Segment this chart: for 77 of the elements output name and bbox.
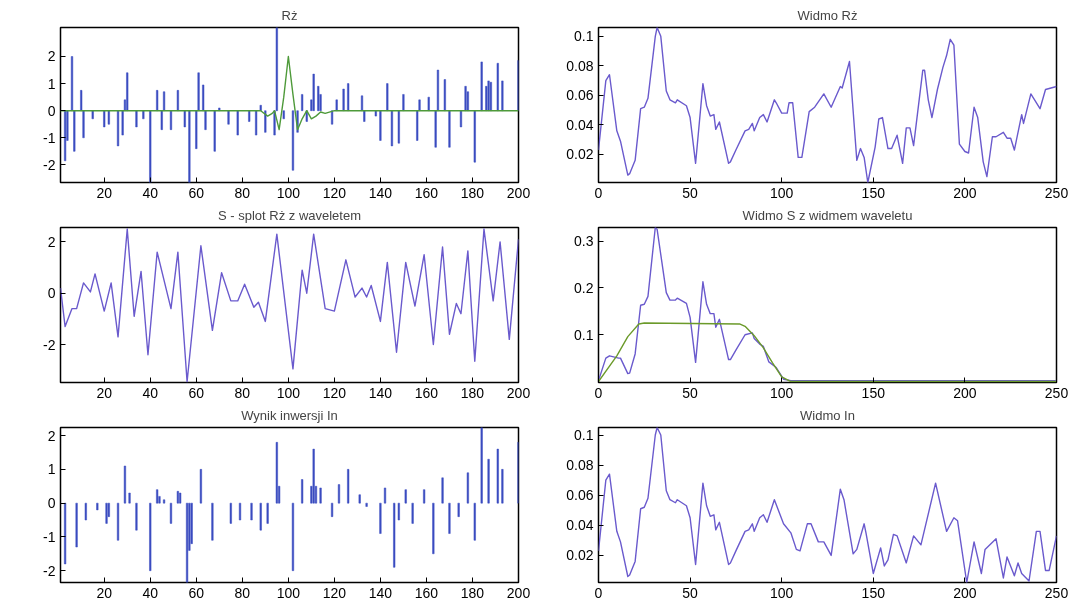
y-tick-label: 0.06: [566, 487, 594, 504]
x-tick-label: 160: [414, 184, 439, 201]
x-tick-label: 160: [414, 384, 439, 401]
x-tick-label: 200: [953, 584, 977, 601]
y-tick-label: 0: [47, 102, 56, 119]
x-tick-label: 120: [322, 584, 347, 601]
y-tick-label: 2: [47, 233, 56, 250]
x-tick-label: 40: [142, 184, 159, 201]
x-tick-label: 250: [1044, 384, 1069, 401]
chart-title: Widmo Rż: [797, 7, 858, 23]
y-tick-label: 0.1: [574, 28, 594, 45]
x-tick-label: 150: [861, 584, 886, 601]
x-tick-label: 100: [770, 584, 794, 601]
y-tick-label: 2: [47, 427, 56, 444]
x-tick-label: 20: [96, 184, 113, 201]
x-tick-label: 120: [322, 384, 347, 401]
chart-title: Widmo S z widmem waveletu: [742, 207, 913, 223]
x-tick-label: 80: [234, 384, 251, 401]
y-tick-label: 1: [47, 75, 56, 92]
x-tick-label: 80: [234, 184, 251, 201]
x-tick-label: 200: [953, 184, 977, 201]
y-tick-label: 0.1: [574, 427, 594, 444]
x-tick-label: 140: [368, 384, 393, 401]
y-tick-label: 0.02: [566, 146, 594, 163]
y-tick-label: 0.3: [574, 233, 594, 250]
x-tick-label: 200: [506, 184, 531, 201]
x-tick-label: 100: [276, 584, 301, 601]
y-tick-label: -1: [43, 129, 56, 146]
chart-title: S - splot Rż z waveletem: [217, 207, 362, 223]
x-tick-label: 200: [506, 384, 531, 401]
x-tick-label: 160: [414, 584, 439, 601]
x-tick-label: 250: [1044, 584, 1069, 601]
x-tick-label: 50: [682, 384, 699, 401]
y-tick-label: -2: [43, 336, 56, 353]
y-tick-label: 1: [47, 461, 56, 478]
x-tick-label: 40: [142, 584, 159, 601]
x-tick-label: 50: [682, 584, 699, 601]
x-tick-label: 180: [460, 384, 485, 401]
x-tick-label: 60: [188, 384, 205, 401]
x-tick-label: 150: [861, 384, 886, 401]
x-tick-label: 100: [276, 184, 301, 201]
y-tick-label: 0.06: [566, 87, 594, 104]
y-tick-label: -1: [43, 528, 56, 545]
y-tick-label: 0: [47, 495, 56, 512]
y-tick-label: 0.04: [566, 517, 594, 534]
x-tick-label: 250: [1044, 184, 1069, 201]
y-tick-label: 0: [47, 285, 56, 302]
x-tick-label: 140: [368, 584, 393, 601]
y-tick-label: -2: [43, 156, 56, 173]
y-tick-label: 0.08: [566, 457, 594, 474]
x-tick-label: 200: [953, 384, 977, 401]
y-tick-label: 0.2: [574, 279, 594, 296]
y-tick-label: 0.08: [566, 57, 594, 74]
x-tick-label: 20: [96, 584, 113, 601]
x-tick-label: 20: [96, 384, 113, 401]
x-tick-label: 100: [770, 384, 794, 401]
y-tick-label: 2: [47, 48, 56, 65]
x-tick-label: 180: [460, 584, 485, 601]
x-tick-label: 200: [506, 584, 531, 601]
y-tick-label: 0.1: [574, 326, 594, 343]
x-tick-label: 80: [234, 584, 251, 601]
x-tick-label: 140: [368, 184, 393, 201]
x-tick-label: 150: [861, 184, 886, 201]
x-tick-label: 60: [188, 184, 205, 201]
chart-title: Wynik inwersji In: [241, 407, 338, 423]
chart-title: Rż: [281, 7, 298, 23]
x-tick-label: 60: [188, 584, 205, 601]
x-tick-label: 40: [142, 384, 159, 401]
y-tick-label: 0.04: [566, 116, 594, 133]
x-tick-label: 100: [276, 384, 301, 401]
x-tick-label: 120: [322, 184, 347, 201]
x-tick-label: 180: [460, 184, 485, 201]
x-tick-label: 100: [770, 184, 794, 201]
y-tick-label: -2: [43, 562, 56, 579]
x-tick-label: 50: [682, 184, 699, 201]
chart-title: Widmo In: [800, 407, 855, 423]
y-tick-label: 0.02: [566, 547, 594, 564]
